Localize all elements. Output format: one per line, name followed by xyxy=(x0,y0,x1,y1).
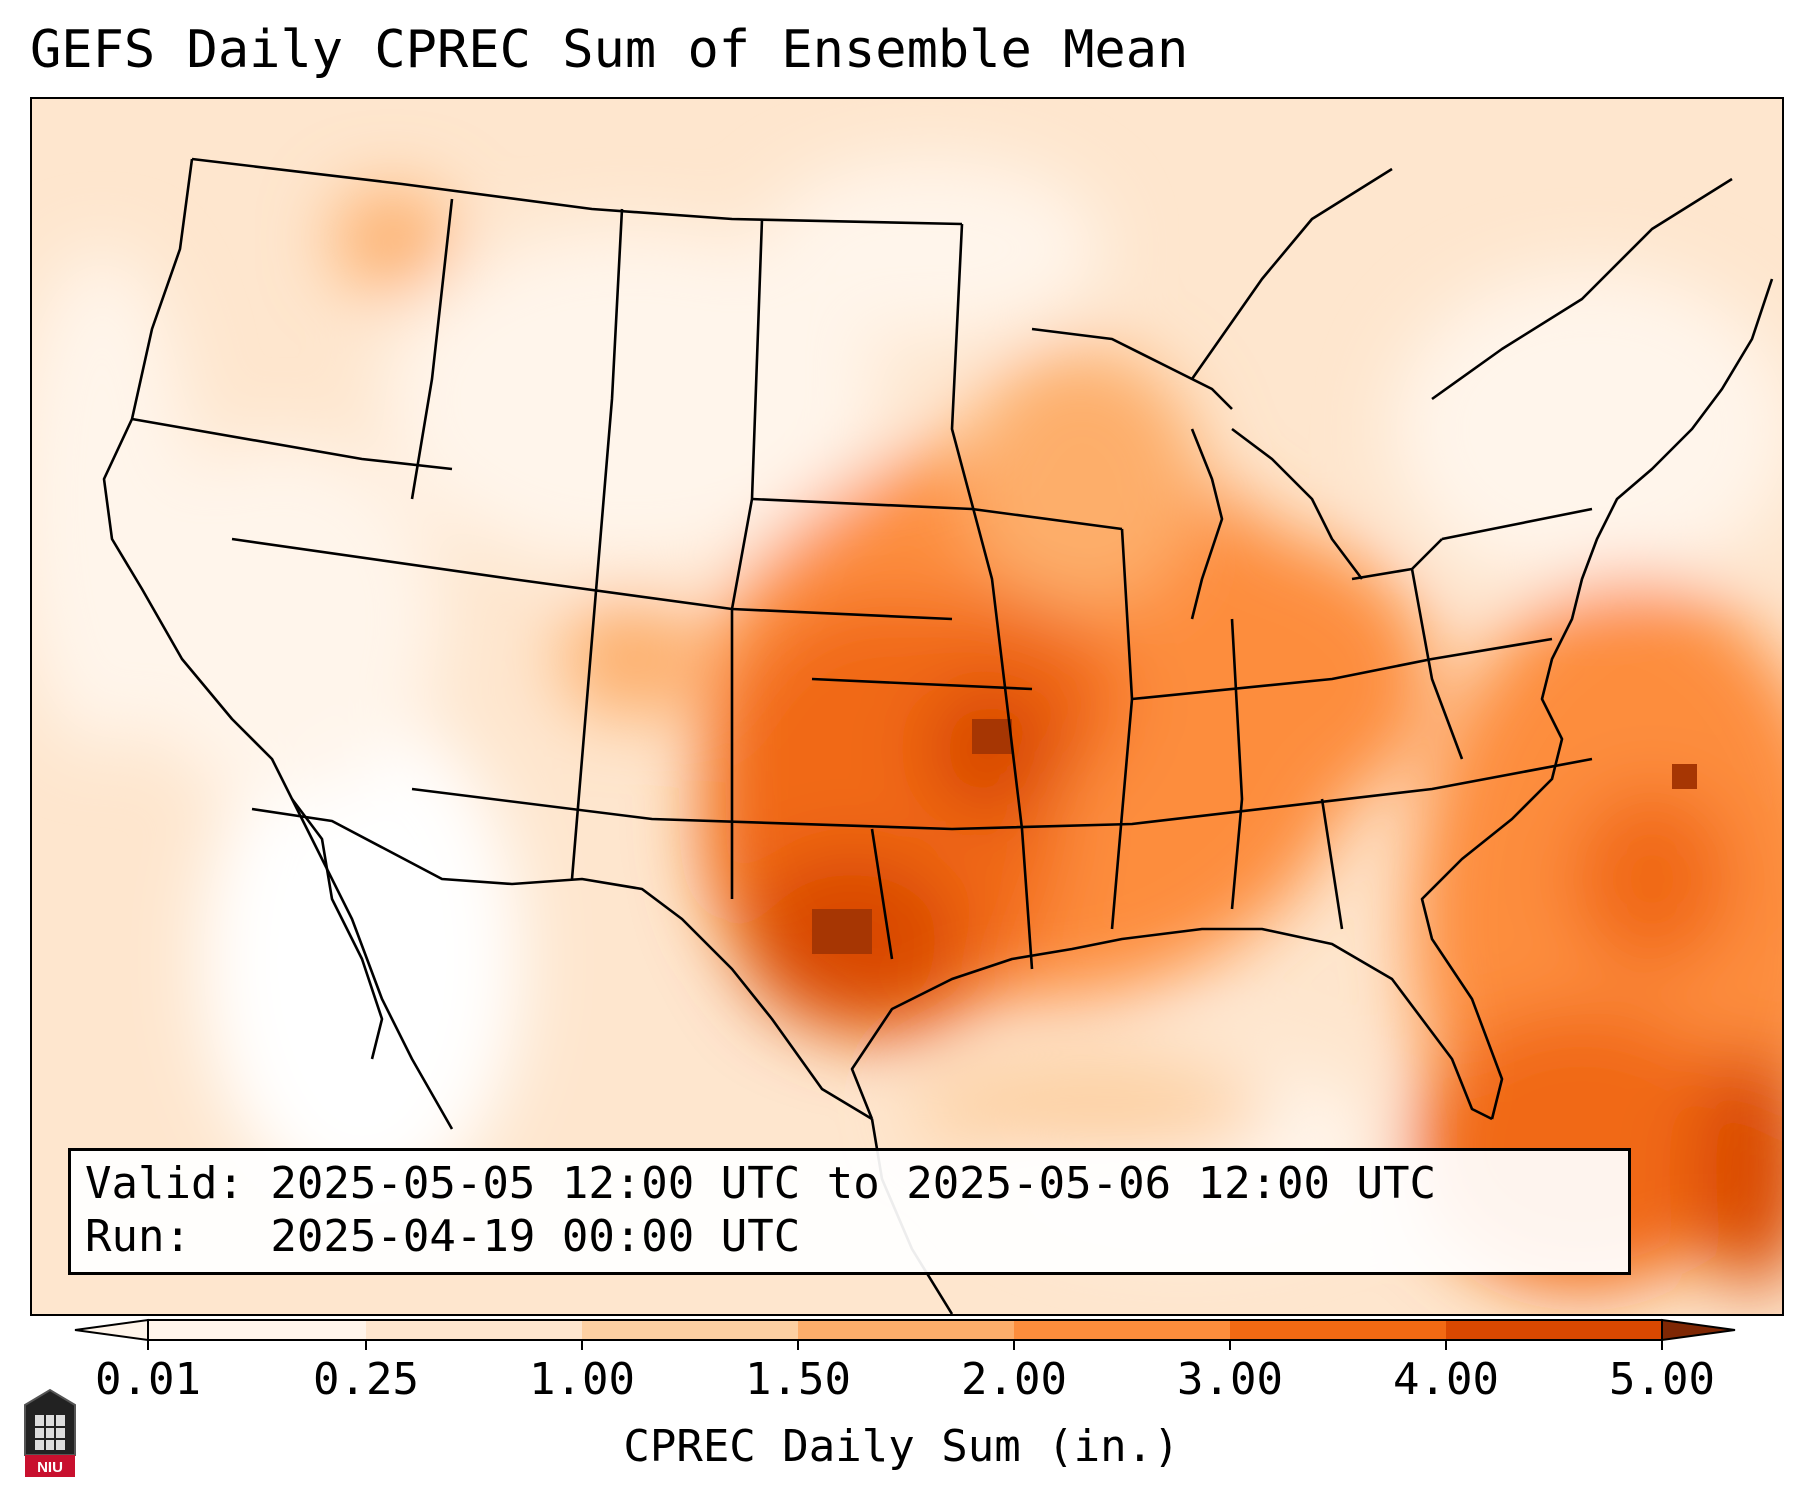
great-lakes-michigan xyxy=(1190,428,1224,620)
colorbar xyxy=(74,1318,1736,1350)
svg-text:NIU: NIU xyxy=(37,1459,63,1476)
colorbar-segment xyxy=(148,1320,366,1340)
state-line xyxy=(410,198,454,500)
colorbar-segment xyxy=(366,1320,582,1340)
border-us-canada xyxy=(191,157,963,226)
border-canada xyxy=(1190,167,1393,380)
colorbar-segment xyxy=(1446,1320,1662,1340)
state-line xyxy=(751,497,1123,531)
colorbar-tick-label: 5.00 xyxy=(1609,1354,1715,1405)
colorbar-tick-label: 0.01 xyxy=(95,1354,201,1405)
colorbar-tick-label: 4.00 xyxy=(1393,1354,1499,1405)
colorbar-ticks xyxy=(147,1340,1663,1350)
colorbar-tick-label: 0.25 xyxy=(313,1354,419,1405)
state-line xyxy=(950,223,1034,970)
colorbar-segment xyxy=(582,1320,798,1340)
state-line xyxy=(570,208,624,880)
run-time-text: Run: 2025-04-19 00:00 UTC xyxy=(85,1211,801,1262)
run-info-box: Valid: 2025-05-05 12:00 UTC to 2025-05-0… xyxy=(68,1148,1631,1275)
colorbar-tick-label: 1.00 xyxy=(529,1354,635,1405)
border-us-mexico xyxy=(251,807,873,1121)
boundaries xyxy=(102,157,1774,1314)
valid-time-text: Valid: 2025-05-05 12:00 UTC to 2025-05-0… xyxy=(85,1158,1437,1209)
colorbar-segment xyxy=(1014,1320,1230,1340)
state-line xyxy=(231,537,953,621)
border-canada xyxy=(1431,177,1733,401)
state-line xyxy=(730,218,764,899)
state-line xyxy=(870,828,894,960)
coastline-east xyxy=(1420,278,1774,1120)
state-line xyxy=(1441,507,1593,541)
state-line xyxy=(1410,568,1464,760)
precip-peak xyxy=(972,719,1012,754)
precip-peak xyxy=(812,909,872,954)
colorbar-outline xyxy=(147,1319,1663,1341)
state-line xyxy=(131,417,453,471)
great-lakes-huron xyxy=(1231,427,1364,580)
state-line xyxy=(1230,618,1244,910)
colorbar-segment xyxy=(1230,1320,1446,1340)
colorbar-tick-label: 3.00 xyxy=(1177,1354,1283,1405)
colorbar-extend-high xyxy=(1661,1318,1736,1342)
precipitation-map xyxy=(30,97,1784,1316)
precip-peak xyxy=(1672,764,1697,789)
coastline-west xyxy=(102,158,454,1130)
niu-logo: NIU xyxy=(24,1388,76,1477)
map-canvas xyxy=(32,99,1782,1314)
coastline-gulf xyxy=(850,927,1493,1121)
state-line xyxy=(811,677,1033,691)
colorbar-tick-label: 1.50 xyxy=(745,1354,851,1405)
colorbar-extend-low xyxy=(74,1318,149,1342)
great-lakes-superior xyxy=(1031,327,1233,410)
coastline-baja xyxy=(290,798,384,1060)
colorbar-label: CPREC Daily Sum (in.) xyxy=(623,1421,1180,1472)
state-line xyxy=(1131,637,1553,701)
state-line xyxy=(411,757,1593,831)
state-line xyxy=(1320,798,1344,930)
colorbar-tick-label: 2.00 xyxy=(961,1354,1067,1405)
chart-title: GEFS Daily CPREC Sum of Ensemble Mean xyxy=(30,20,1189,80)
colorbar-segment xyxy=(798,1320,1014,1340)
